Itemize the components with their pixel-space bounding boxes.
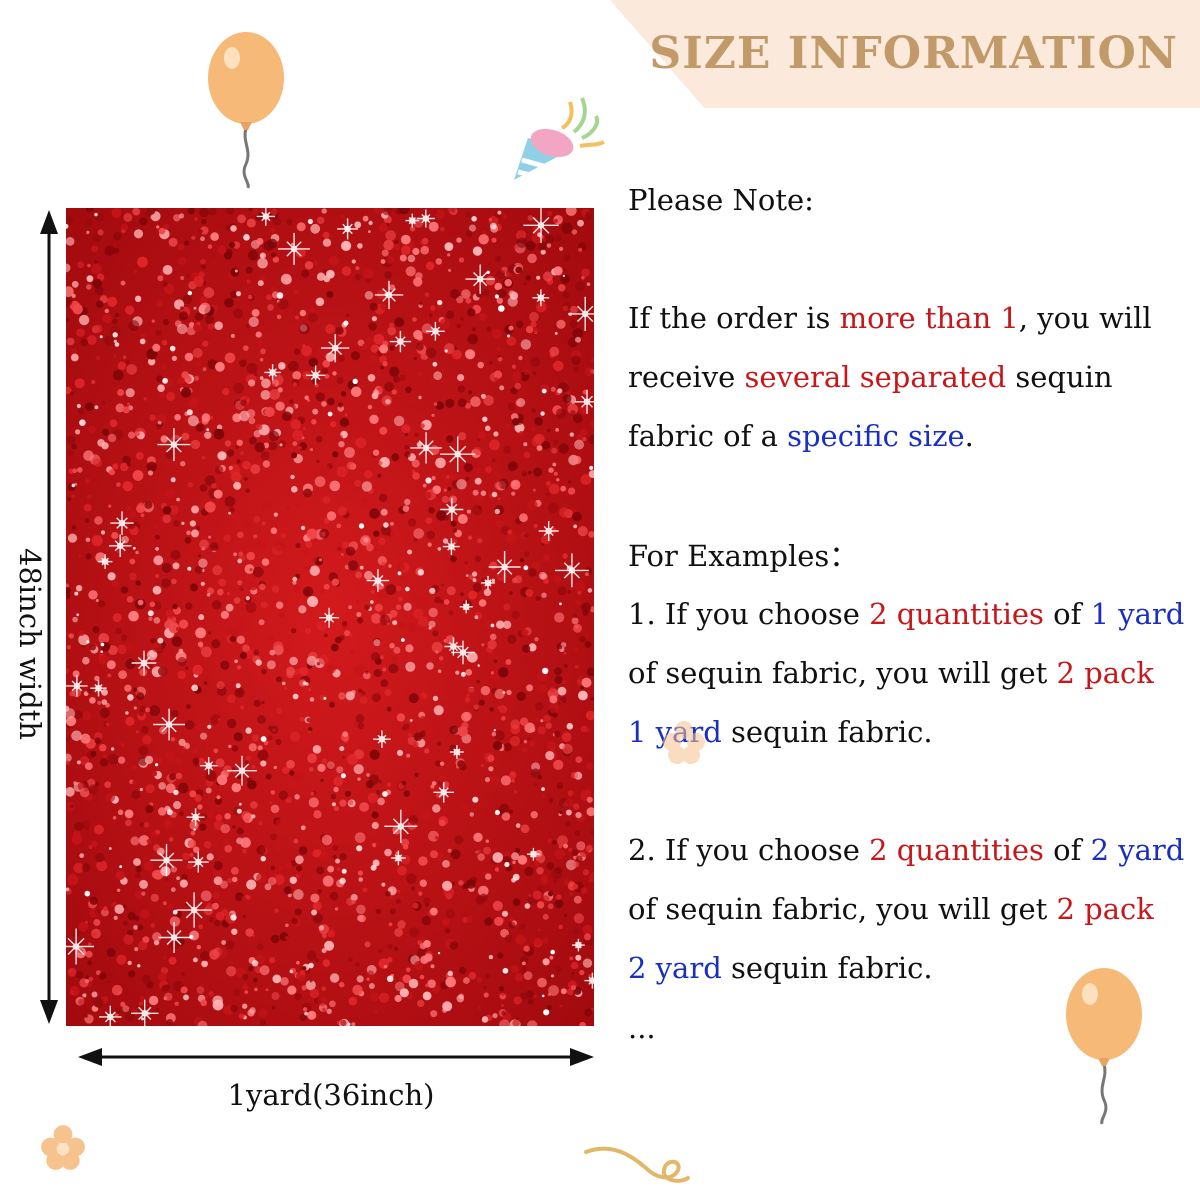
- example-text: sequin fabric.: [721, 951, 933, 985]
- flower-icon: [663, 721, 705, 764]
- note-text: .: [964, 419, 974, 453]
- example-text: 2. If you choose: [628, 833, 870, 867]
- note-heading: Please Note:: [628, 183, 814, 217]
- highlight-red: 2 quantities: [869, 597, 1044, 631]
- highlight-blue: 1 yard: [1090, 597, 1185, 631]
- example-2-line-3: 2 yard sequin fabric.: [628, 950, 933, 986]
- note-text: If the order is: [628, 301, 840, 335]
- header-banner: [610, 0, 1200, 108]
- highlight-red: 2 quantities: [869, 833, 1044, 867]
- note-text: , you will: [1018, 301, 1152, 335]
- highlight-red: several separated: [744, 360, 1007, 394]
- highlight-red: more than 1: [839, 301, 1019, 335]
- highlight-red: 2 pack: [1056, 892, 1154, 926]
- page-title: SIZE INFORMATION: [649, 28, 1178, 79]
- example-1-line-2: of sequin fabric, you will get 2 pack: [628, 655, 1154, 691]
- note-line-3: fabric of a specific size.: [628, 418, 974, 454]
- example-text: 1. If you choose: [628, 597, 870, 631]
- highlight-red: 2 pack: [1056, 656, 1154, 690]
- width-dimension-arrow: [78, 1048, 594, 1066]
- note-line-2: receive several separated sequin: [628, 359, 1113, 395]
- ribbon-icon: [584, 1146, 690, 1183]
- party-hat-icon: [514, 97, 605, 181]
- example-2-line-1: 2. If you choose 2 quantities of 2 yard: [628, 832, 1184, 868]
- example-text: of: [1043, 597, 1091, 631]
- example-1-line-1: 1. If you choose 2 quantities of 1 yard: [628, 596, 1184, 632]
- highlight-blue: 2 yard: [628, 951, 722, 985]
- example-text: of sequin fabric, you will get: [628, 656, 1057, 690]
- ellipsis: ...: [628, 1011, 656, 1045]
- note-text: fabric of a: [628, 419, 788, 453]
- note-text: sequin: [1006, 360, 1113, 394]
- sequin-fabric-image: [66, 208, 594, 1026]
- highlight-blue: 2 yard: [1090, 833, 1185, 867]
- highlight-blue: specific size: [787, 419, 965, 453]
- example-text: of: [1043, 833, 1091, 867]
- width-label: 1yard(36inch): [227, 1078, 435, 1112]
- balloon-icon: [208, 32, 284, 189]
- flower-icon: [41, 1125, 85, 1170]
- height-label: 48inch width: [13, 548, 47, 740]
- examples-heading: For Examples：: [628, 539, 859, 573]
- example-text: sequin fabric.: [721, 715, 933, 749]
- balloon-icon: [1066, 968, 1142, 1125]
- note-line-1: If the order is more than 1, you will: [628, 300, 1152, 336]
- example-text: of sequin fabric, you will get: [628, 892, 1057, 926]
- note-text: receive: [628, 360, 745, 394]
- example-2-line-2: of sequin fabric, you will get 2 pack: [628, 891, 1154, 927]
- height-dimension-arrow: [40, 210, 58, 1024]
